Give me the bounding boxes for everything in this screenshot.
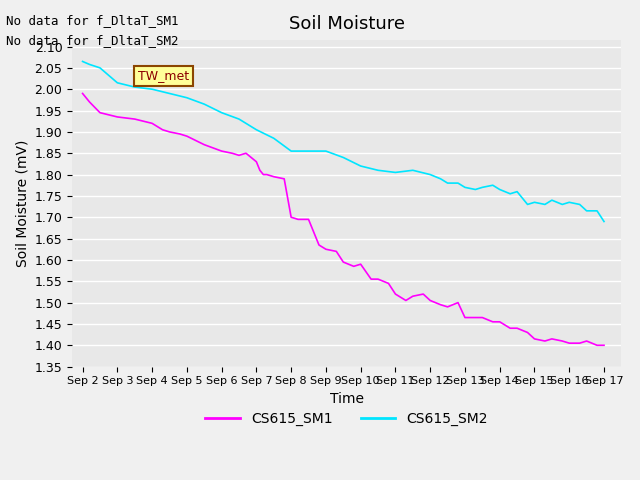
CS615_SM2 bbox=[444, 180, 451, 186]
Y-axis label: Soil Moisture (mV): Soil Moisture (mV) bbox=[15, 140, 29, 267]
CS615_SM2 bbox=[426, 172, 434, 178]
CS615_SM2 bbox=[472, 187, 479, 192]
CS615_SM2 bbox=[287, 148, 295, 154]
CS615_SM2 bbox=[339, 155, 347, 160]
CS615_SM1 bbox=[242, 150, 250, 156]
CS615_SM2 bbox=[270, 135, 278, 141]
CS615_SM2 bbox=[583, 208, 591, 214]
CS615_SM1 bbox=[576, 340, 584, 346]
CS615_SM2 bbox=[513, 189, 521, 194]
CS615_SM2 bbox=[79, 59, 86, 64]
CS615_SM2 bbox=[374, 168, 382, 173]
CS615_SM1 bbox=[593, 342, 601, 348]
CS615_SM1 bbox=[600, 342, 608, 348]
CS615_SM2 bbox=[479, 184, 486, 190]
CS615_SM2 bbox=[454, 180, 462, 186]
Line: CS615_SM2: CS615_SM2 bbox=[83, 61, 604, 221]
CS615_SM2 bbox=[218, 110, 225, 116]
Legend: CS615_SM1, CS615_SM2: CS615_SM1, CS615_SM2 bbox=[200, 406, 493, 432]
CS615_SM2 bbox=[305, 148, 312, 154]
CS615_SM1 bbox=[79, 91, 86, 96]
X-axis label: Time: Time bbox=[330, 392, 364, 406]
CS615_SM2 bbox=[489, 182, 497, 188]
CS615_SM1 bbox=[524, 330, 531, 336]
CS615_SM2 bbox=[200, 101, 208, 107]
CS615_SM2 bbox=[409, 168, 417, 173]
CS615_SM2 bbox=[96, 65, 104, 71]
CS615_SM2 bbox=[506, 191, 514, 197]
CS615_SM2 bbox=[166, 91, 173, 96]
CS615_SM2 bbox=[524, 202, 531, 207]
CS615_SM2 bbox=[593, 208, 601, 214]
CS615_SM2 bbox=[113, 80, 121, 85]
CS615_SM2 bbox=[565, 199, 573, 205]
Text: No data for f_DltaT_SM1: No data for f_DltaT_SM1 bbox=[6, 14, 179, 27]
CS615_SM2 bbox=[183, 95, 191, 101]
CS615_SM2 bbox=[496, 187, 504, 192]
CS615_SM2 bbox=[436, 176, 444, 182]
CS615_SM1 bbox=[235, 153, 243, 158]
Text: No data for f_DltaT_SM2: No data for f_DltaT_SM2 bbox=[6, 34, 179, 47]
CS615_SM2 bbox=[357, 163, 365, 169]
Title: Soil Moisture: Soil Moisture bbox=[289, 15, 404, 33]
CS615_SM2 bbox=[600, 218, 608, 224]
CS615_SM1 bbox=[472, 315, 479, 321]
Text: TW_met: TW_met bbox=[138, 69, 189, 82]
CS615_SM2 bbox=[235, 116, 243, 122]
Line: CS615_SM1: CS615_SM1 bbox=[83, 94, 604, 345]
CS615_SM2 bbox=[548, 197, 556, 203]
CS615_SM2 bbox=[131, 84, 139, 90]
CS615_SM1 bbox=[436, 302, 444, 308]
CS615_SM2 bbox=[86, 61, 93, 67]
CS615_SM2 bbox=[322, 148, 330, 154]
CS615_SM2 bbox=[576, 202, 584, 207]
CS615_SM2 bbox=[148, 86, 156, 92]
CS615_SM2 bbox=[392, 169, 399, 175]
CS615_SM2 bbox=[559, 202, 566, 207]
CS615_SM2 bbox=[541, 202, 548, 207]
CS615_SM2 bbox=[253, 127, 260, 132]
CS615_SM2 bbox=[461, 184, 468, 190]
CS615_SM2 bbox=[531, 199, 538, 205]
